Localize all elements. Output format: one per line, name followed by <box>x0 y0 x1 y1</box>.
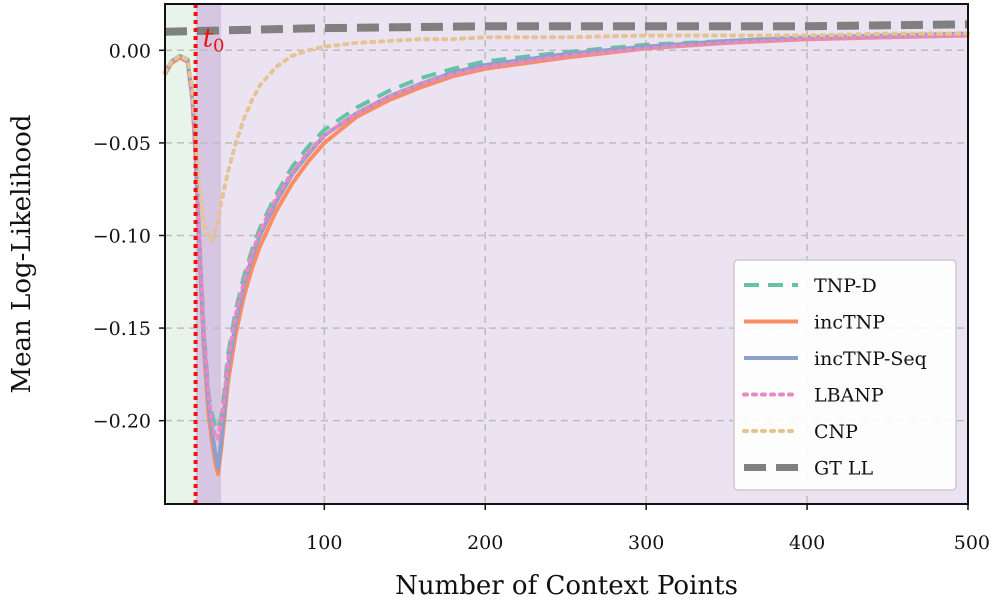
legend: TNP-D incTNP incTNP-Seq LBANP CNP GT LL <box>733 259 957 491</box>
y-axis-label: Mean Log-Likelihood <box>7 115 37 394</box>
x-tick-label: 500 <box>954 532 990 554</box>
annotations: t0 <box>193 4 225 504</box>
x-tick-label: 200 <box>467 532 503 554</box>
t0-marker-label: t0 <box>203 24 225 57</box>
series-tnp-d <box>163 31 969 432</box>
y-tick-label: −0.10 <box>93 225 151 247</box>
legend-label: CNP <box>814 421 858 443</box>
y-tick-label: −0.20 <box>93 411 151 433</box>
series-gt-ll <box>164 20 969 36</box>
plot-frame <box>164 3 969 505</box>
legend-label: incTNP-Seq <box>814 348 927 370</box>
t0-label-main: t <box>203 24 214 54</box>
x-axis-label: Number of Context Points <box>395 571 738 601</box>
x-tick-label: 100 <box>306 532 342 554</box>
legend-label: TNP-D <box>814 275 877 297</box>
y-tick-label: 0.00 <box>109 40 151 62</box>
x-tick-label: 400 <box>789 532 825 554</box>
legend-label: LBANP <box>814 385 884 407</box>
y-tick-label: −0.05 <box>93 133 151 155</box>
y-tick-label: −0.15 <box>93 318 151 340</box>
legend-label: incTNP <box>814 312 885 334</box>
legend-label: GT LL <box>814 458 874 480</box>
axis-ticks: 100 200 300 400 500 0.00 −0.05 −0.10 −0.15 −0.20 <box>93 40 990 554</box>
x-tick-label: 300 <box>628 532 664 554</box>
t0-label-subscript: 0 <box>213 36 224 57</box>
